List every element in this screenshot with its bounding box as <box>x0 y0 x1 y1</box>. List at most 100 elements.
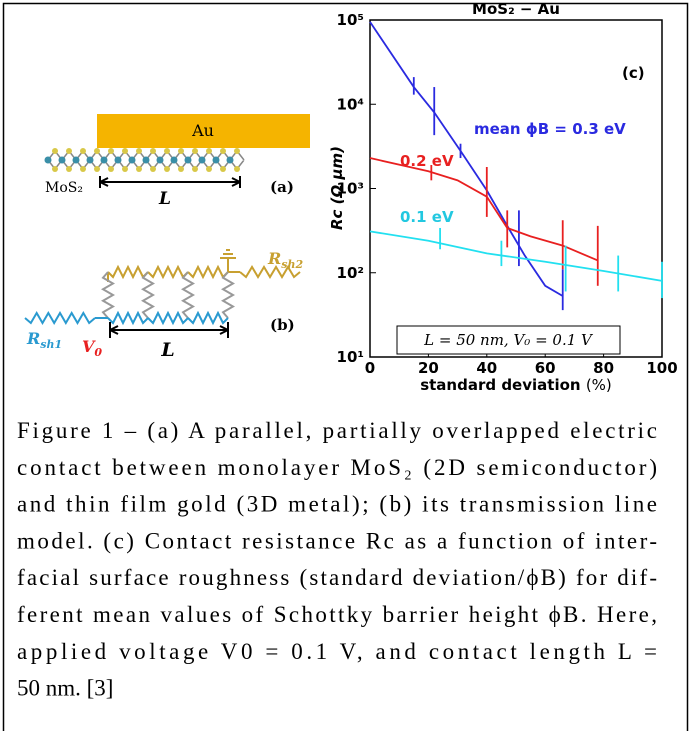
s-atom <box>136 148 142 154</box>
s-atom <box>234 148 240 154</box>
y-tick-label: 10¹ <box>337 348 364 366</box>
s-atom <box>150 148 156 154</box>
caption-line: ferent mean values of Schottky barrier h… <box>17 602 657 627</box>
y-tick-label: 10² <box>337 264 364 282</box>
x-label: standard deviation <box>420 376 580 394</box>
rsh2-label: Rsh2 <box>267 249 303 271</box>
series-line <box>369 157 599 262</box>
s-atom <box>108 166 114 172</box>
metal-sheet-resistors <box>107 264 301 282</box>
circuit <box>24 249 301 326</box>
series-label: 0.2 eV <box>400 152 454 170</box>
subscript: sh2 <box>281 258 303 271</box>
s-atom <box>94 148 100 154</box>
series-label: mean ϕB = 0.3 eV <box>474 120 626 138</box>
length-arrow <box>109 322 229 338</box>
series-line <box>369 230 663 282</box>
mo-atom <box>226 156 234 164</box>
caption-line: and thin film gold (3D metal); (b) its t… <box>17 492 657 517</box>
gold-slab <box>97 114 310 148</box>
mo-atom <box>114 156 122 164</box>
s-atom <box>80 148 86 154</box>
s-atom <box>192 166 198 172</box>
s-atom <box>66 148 72 154</box>
caption-line: 50 nm. [3] <box>17 676 113 701</box>
caption-line: facial surface roughness (standard devia… <box>17 565 657 590</box>
s-atom <box>122 148 128 154</box>
caption-line: contact between monolayer MoS₂ (2D semic… <box>17 455 657 480</box>
s-atom <box>66 166 72 172</box>
s-atom <box>206 166 212 172</box>
annotation-box <box>396 325 621 355</box>
chart-title: MoS₂ − Au <box>472 0 560 18</box>
caption-line: applied voltage V0 = 0.1 V, and contact … <box>17 639 657 664</box>
s-atom <box>192 148 198 154</box>
mo-atom <box>58 156 66 164</box>
y-tick-label: 10⁵ <box>337 11 364 29</box>
x-tick-label: 40 <box>476 359 497 377</box>
mo-atom <box>86 156 94 164</box>
x-label-unit: (%) <box>586 376 612 394</box>
y-axis-label: Rc (Ω μm) <box>328 146 346 230</box>
x-tick-label: 80 <box>593 359 614 377</box>
annotation: L = 50 nm, V₀ = 0.1 V <box>423 331 594 349</box>
y-tick-label: 10⁴ <box>337 95 364 113</box>
y-tick-label: 10³ <box>337 180 364 198</box>
contact-resistors <box>100 271 236 319</box>
series-line <box>369 21 564 297</box>
rsh1-label: Rsh1 <box>26 329 62 351</box>
mo-atom <box>44 156 52 164</box>
metal-label: Au <box>191 121 214 140</box>
mo-atom <box>142 156 150 164</box>
s-atom <box>122 166 128 172</box>
caption-line: Figure 1 – (a) A parallel, partially ove… <box>17 418 657 443</box>
s-atom <box>220 148 226 154</box>
s-atom <box>136 166 142 172</box>
mo-atom <box>156 156 164 164</box>
s-atom <box>52 148 58 154</box>
s-atom <box>234 166 240 172</box>
s-atom <box>220 166 226 172</box>
x-tick-label: 60 <box>535 359 556 377</box>
x-tick-label: 20 <box>418 359 439 377</box>
mo-atom <box>198 156 206 164</box>
mo-atom <box>170 156 178 164</box>
symbol: R <box>267 249 281 268</box>
mo-atom <box>212 156 220 164</box>
ground <box>220 249 236 272</box>
x-axis-label: standard deviation (%) <box>420 376 612 394</box>
length-arrow <box>99 176 241 188</box>
symbol: V <box>82 337 96 356</box>
subscript: 0 <box>94 346 102 359</box>
mo-atom <box>184 156 192 164</box>
length-label: L <box>160 339 174 361</box>
s-atom <box>52 166 58 172</box>
caption: Figure 1 – (a) A parallel, partially ove… <box>17 418 657 701</box>
plot-frame <box>369 19 663 358</box>
material-label: MoS₂ <box>45 180 83 196</box>
s-atom <box>108 148 114 154</box>
series-label: 0.1 eV <box>400 208 454 226</box>
subscript: sh1 <box>40 338 62 351</box>
s-atom <box>164 148 170 154</box>
panel-label: (c) <box>622 64 645 82</box>
mo-atom <box>72 156 80 164</box>
s-atom <box>206 148 212 154</box>
s-atom <box>178 166 184 172</box>
s-atom <box>178 148 184 154</box>
s-atom <box>94 166 100 172</box>
mo-atom <box>100 156 108 164</box>
mo-atom <box>128 156 136 164</box>
voltage-label: V0 <box>82 337 102 359</box>
panel-label: (a) <box>270 178 294 196</box>
mos2-chain <box>44 148 245 172</box>
s-atom <box>164 166 170 172</box>
length-label: L <box>158 189 171 209</box>
s-atom <box>150 166 156 172</box>
x-tick-label: 100 <box>646 359 677 377</box>
semiconductor-sheet-resistors <box>24 310 229 326</box>
plot: 0 20 40 60 80 100 10¹ 10² 10³ 10⁴ 10⁵ <box>337 11 678 377</box>
x-tick-label: 0 <box>365 359 375 377</box>
